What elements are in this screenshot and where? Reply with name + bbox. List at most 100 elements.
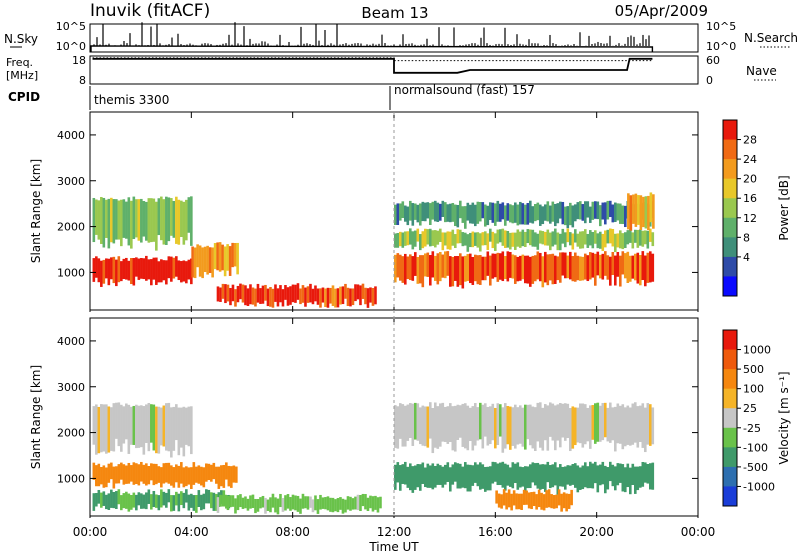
heatmap-cell bbox=[549, 254, 552, 281]
heatmap-cell bbox=[579, 201, 582, 220]
heatmap-cell bbox=[366, 497, 370, 512]
heatmap-cell bbox=[170, 407, 173, 458]
cpid-segment-1: themis 3300 bbox=[94, 93, 169, 107]
heatmap-cell bbox=[172, 257, 176, 279]
heatmap-cell bbox=[619, 203, 622, 224]
heatmap-cell bbox=[289, 497, 292, 511]
heatmap-cell bbox=[172, 406, 176, 451]
heatmap-cell bbox=[216, 497, 220, 513]
colorbar-swatch bbox=[723, 388, 737, 409]
heatmap-cell bbox=[491, 253, 495, 279]
heatmap-cell bbox=[459, 200, 462, 219]
heatmap-cell bbox=[611, 228, 615, 247]
heatmap-cell bbox=[439, 228, 442, 243]
heatmap-cell bbox=[489, 202, 492, 221]
heatmap-cell bbox=[97, 406, 101, 454]
heatmap-cell bbox=[125, 465, 128, 484]
heatmap-cell bbox=[504, 403, 507, 449]
heatmap-cell bbox=[534, 407, 537, 451]
heatmap-cell bbox=[411, 466, 415, 493]
heatmap-cell bbox=[180, 491, 183, 506]
heatmap-cell bbox=[152, 404, 156, 451]
heatmap-cell bbox=[454, 405, 457, 452]
heatmap-cell bbox=[216, 242, 219, 271]
heatmap-cell bbox=[639, 466, 642, 488]
heatmap-cell bbox=[544, 231, 547, 246]
heatmap-cell bbox=[218, 242, 222, 272]
heatmap-cell bbox=[536, 233, 540, 250]
heatmap-cell bbox=[289, 286, 292, 305]
heatmap-cell bbox=[639, 195, 643, 230]
heatmap-cell bbox=[207, 489, 211, 504]
heatmap-cell bbox=[476, 464, 480, 487]
heatmap-cell bbox=[120, 261, 123, 282]
heatmap-cell bbox=[140, 493, 143, 509]
heatmap-cell bbox=[155, 406, 158, 454]
noise-level-line bbox=[90, 45, 654, 52]
heatmap-cell bbox=[496, 200, 500, 222]
heatmap-cell bbox=[190, 493, 193, 508]
heatmap-cell bbox=[526, 404, 530, 440]
power-colorbar-swatches bbox=[723, 120, 737, 297]
heatmap-cell bbox=[646, 464, 650, 484]
heatmap-cell bbox=[517, 493, 521, 510]
heatmap-cell bbox=[459, 463, 462, 489]
heatmap-cell bbox=[344, 283, 347, 299]
heatmap-cell bbox=[175, 404, 178, 441]
heatmap-cell bbox=[374, 286, 377, 305]
heatmap-cell bbox=[122, 406, 126, 444]
nave-label: Nave bbox=[746, 64, 777, 78]
heatmap-cell bbox=[301, 285, 305, 303]
colorbar-tick-label: 500 bbox=[743, 363, 764, 376]
heatmap-cell bbox=[110, 257, 113, 280]
heatmap-cell bbox=[521, 467, 525, 487]
heatmap-cell bbox=[140, 257, 143, 279]
heatmap-cell bbox=[531, 206, 535, 224]
heatmap-cell bbox=[331, 497, 335, 513]
heatmap-cell bbox=[456, 229, 460, 244]
heatmap-cell bbox=[639, 405, 642, 443]
heatmap-cell bbox=[536, 462, 540, 489]
heatmap-cell bbox=[281, 289, 285, 307]
heatmap-cell bbox=[547, 489, 551, 508]
heatmap-cell bbox=[117, 464, 121, 484]
heatmap-cell bbox=[479, 255, 482, 285]
heatmap-cell bbox=[191, 246, 194, 278]
heatmap-cell bbox=[619, 230, 622, 249]
heatmap-cell bbox=[469, 464, 472, 492]
heatmap-cell bbox=[531, 255, 535, 284]
heatmap-cell bbox=[511, 205, 515, 224]
heatmap-cell bbox=[544, 404, 547, 441]
heatmap-cell bbox=[92, 493, 96, 511]
heatmap-cell bbox=[581, 256, 585, 281]
heatmap-cell bbox=[546, 201, 550, 222]
heatmap-cell bbox=[177, 493, 181, 512]
heatmap-cell bbox=[354, 496, 357, 510]
power-panel: 4000 3000 2000 1000 Slant Range [km] bbox=[29, 111, 699, 311]
heatmap-cell bbox=[616, 233, 620, 248]
heatmap-cell bbox=[434, 230, 437, 248]
heatmap-cell bbox=[481, 202, 485, 219]
heatmap-cell bbox=[621, 251, 625, 275]
heatmap-cell bbox=[180, 462, 183, 484]
heatmap-cell bbox=[269, 497, 272, 513]
heatmap-cell bbox=[626, 405, 630, 445]
colorbar-swatch bbox=[723, 486, 737, 507]
heatmap-cell bbox=[411, 203, 415, 226]
heatmap-cell bbox=[125, 257, 128, 280]
heatmap-cell bbox=[369, 495, 372, 509]
heatmap-cell bbox=[411, 256, 415, 281]
heatmap-cell bbox=[424, 467, 427, 488]
heatmap-cell bbox=[596, 465, 600, 493]
station-title: Inuvik (fitACF) bbox=[90, 1, 210, 21]
heatmap-cell bbox=[145, 492, 148, 510]
heatmap-cell bbox=[324, 288, 327, 308]
heatmap-cell bbox=[160, 467, 163, 488]
heatmap-cell bbox=[404, 405, 407, 447]
heatmap-cell bbox=[562, 492, 566, 509]
heatmap-cell bbox=[416, 228, 420, 242]
heatmap-cell bbox=[165, 492, 168, 508]
heatmap-cell bbox=[162, 260, 166, 281]
heatmap-cell bbox=[551, 201, 555, 222]
heatmap-cell bbox=[140, 198, 143, 243]
